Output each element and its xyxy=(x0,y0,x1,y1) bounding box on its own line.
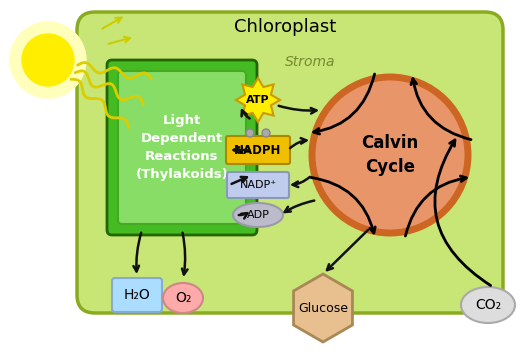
Text: O₂: O₂ xyxy=(175,291,191,305)
Text: Light
Dependent
Reactions
(Thylakoids): Light Dependent Reactions (Thylakoids) xyxy=(136,114,228,181)
Text: NADPH: NADPH xyxy=(235,143,282,156)
Text: Glucose: Glucose xyxy=(298,302,348,314)
Text: NADP⁺: NADP⁺ xyxy=(239,180,277,190)
Circle shape xyxy=(246,129,254,137)
Polygon shape xyxy=(294,274,353,342)
Text: Calvin
Cycle: Calvin Cycle xyxy=(361,134,419,176)
Polygon shape xyxy=(236,78,280,122)
FancyBboxPatch shape xyxy=(77,12,503,313)
FancyBboxPatch shape xyxy=(112,278,162,312)
Text: H₂O: H₂O xyxy=(124,288,150,302)
Text: CO₂: CO₂ xyxy=(475,298,501,312)
Circle shape xyxy=(10,22,86,98)
Text: Chloroplast: Chloroplast xyxy=(234,18,336,36)
Circle shape xyxy=(312,77,468,233)
Circle shape xyxy=(22,34,74,86)
Text: ADP: ADP xyxy=(246,210,269,220)
Ellipse shape xyxy=(163,283,203,313)
FancyBboxPatch shape xyxy=(227,172,289,198)
FancyBboxPatch shape xyxy=(226,136,290,164)
FancyBboxPatch shape xyxy=(118,71,246,224)
Circle shape xyxy=(262,129,270,137)
Text: Stroma: Stroma xyxy=(285,55,335,69)
Ellipse shape xyxy=(461,287,515,323)
FancyBboxPatch shape xyxy=(107,60,257,235)
Ellipse shape xyxy=(233,203,283,227)
Text: ATP: ATP xyxy=(246,95,270,105)
